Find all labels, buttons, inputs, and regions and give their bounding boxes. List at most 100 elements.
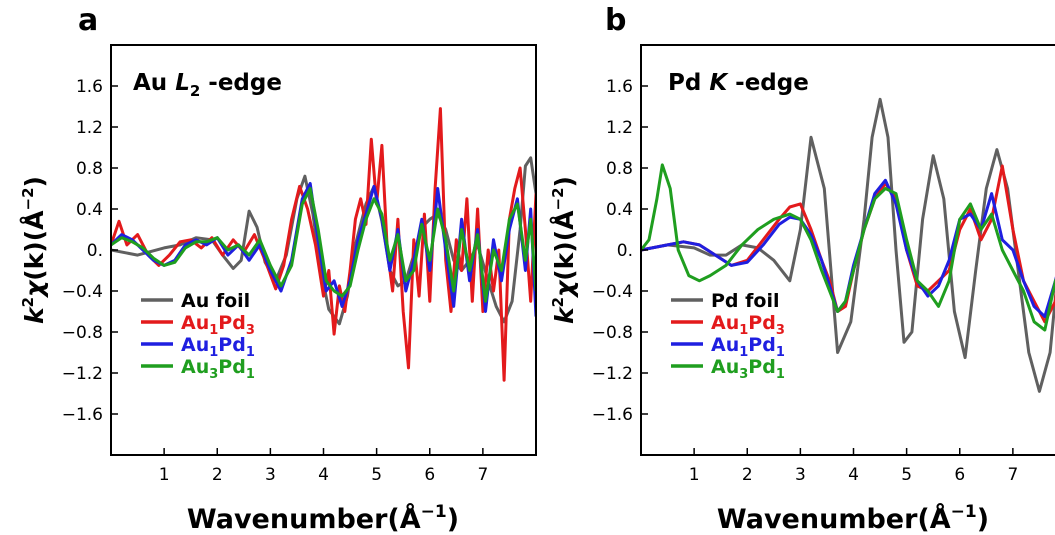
y-axis-label-chi: χ [550, 279, 579, 299]
legend-label: Au3Pd1 [711, 356, 785, 382]
legend-label: Au3Pd1 [181, 356, 255, 382]
x-axis-label-superscript: −1 [951, 502, 977, 522]
x-tick-label: 3 [265, 465, 276, 485]
x-tick-label: 2 [742, 465, 753, 485]
y-tick-label: −0.8 [62, 323, 103, 343]
y-tick-label: 0. [87, 241, 103, 261]
panel-b: 1 2 3 4 5 6 7 1.6 1.2 0.8 0.4 0. −0.4 −0.8 −1.2 −1.6 b Pd… [549, 3, 1055, 535]
y-tick-label: 0. [617, 241, 633, 261]
legend-label-subscript: 1 [739, 345, 748, 360]
edge-title: Au L2 -edge [133, 70, 282, 100]
legend-label-subscript: 1 [739, 323, 748, 338]
legend-label-element: Au [181, 356, 209, 378]
edge-title-subscript: 2 [190, 82, 200, 100]
x-tick-label: 6 [424, 465, 435, 485]
x-axis-label-main: Wavenumber(Å [717, 503, 951, 535]
legend-label-element: Au [711, 356, 739, 378]
series-group [111, 107, 536, 382]
y-tick-label: 0.8 [606, 159, 633, 179]
series-line-au3pd1 [641, 163, 1055, 332]
legend-label-subscript: 3 [209, 367, 218, 382]
edge-title-element: Au [133, 70, 175, 96]
y-axis-label-sup2: −2 [549, 187, 567, 210]
x-axis-label-main: Wavenumber(Å [187, 503, 421, 535]
x-axis-label-superscript: −1 [421, 502, 447, 522]
legend-label-subscript: 1 [209, 323, 218, 338]
x-axis-label-close: ) [447, 504, 459, 535]
x-axis-label-close: ) [977, 504, 989, 535]
y-tick-label: −1.6 [592, 405, 633, 425]
legend-label: Au1Pd3 [711, 312, 785, 338]
legend-label-subscript: 3 [246, 323, 255, 338]
panel-a: 1 2 3 4 5 6 7 1.6 1.2 0.8 0.4 0. −0.4 −0.8 −1.2 −1.6 a Au… [19, 3, 537, 535]
legend-label-subscript: 1 [246, 367, 255, 382]
y-tick-label: 1.6 [76, 77, 103, 97]
x-tick-label: 2 [212, 465, 223, 485]
y-tick-label: 1.2 [76, 118, 103, 138]
y-axis-label-sup: 2 [549, 297, 567, 307]
y-axis-label-close: ) [20, 176, 49, 187]
y-tick-label: −1.2 [62, 364, 103, 384]
x-tick-label: 4 [848, 465, 859, 485]
y-tick-label: 1.2 [606, 118, 633, 138]
edge-title-symbol: K [709, 70, 729, 96]
legend-label-text: Au foil [181, 290, 250, 312]
y-tick-label: 0.4 [606, 200, 633, 220]
y-axis-label-chi: χ [20, 279, 49, 299]
series-line-au3pd1 [111, 187, 536, 303]
legend-label-subscript: 3 [739, 367, 748, 382]
y-axis-label: k2χ(k)(Å−2) [549, 176, 579, 324]
y-axis-label-close: ) [550, 176, 579, 187]
y-axis-label-k: k [550, 306, 579, 324]
x-tick-label: 3 [795, 465, 806, 485]
y-tick-label: −1.6 [62, 405, 103, 425]
plot-frame [640, 44, 1055, 456]
y-tick-label: 0.4 [76, 200, 103, 220]
legend-label-subscript: 1 [776, 345, 785, 360]
legend-label-element: Au [711, 312, 739, 334]
legend-label-element: Au [181, 334, 209, 356]
panel-letter: a [78, 3, 98, 38]
legend-label-element: Au [711, 334, 739, 356]
x-tick-label: 4 [318, 465, 329, 485]
x-tick-label: 7 [1007, 465, 1018, 485]
series-line-au1pd1 [641, 178, 1055, 319]
legend-label-element: Pd [218, 312, 246, 334]
y-axis-label-units: (k)(Å [550, 210, 579, 281]
series-line-pd-foil [641, 97, 1055, 393]
legend-label: Au1Pd1 [711, 334, 785, 360]
edge-title-symbol: L [175, 70, 190, 96]
y-axis-label-units: (k)(Å [20, 210, 49, 281]
y-tick-label: 1.6 [606, 77, 633, 97]
y-tick-label: 0.8 [76, 159, 103, 179]
legend-label-element: Au [181, 312, 209, 334]
x-tick-label: 5 [371, 465, 382, 485]
y-tick-label: −1.2 [592, 364, 633, 384]
legend-label: Au foil [181, 290, 250, 312]
legend-label-element: Pd [218, 334, 246, 356]
y-tick-label: −0.4 [62, 282, 103, 302]
x-tick-label: 1 [689, 465, 700, 485]
legend-label-text: Pd foil [711, 290, 780, 312]
series-group [641, 97, 1055, 393]
x-axis-label: Wavenumber(Å−1) [187, 502, 459, 535]
y-tick-label: −0.4 [592, 282, 633, 302]
edge-title-element: Pd [668, 70, 709, 96]
legend-label-subscript: 3 [776, 323, 785, 338]
x-tick-label: 1 [159, 465, 170, 485]
x-axis-label: Wavenumber(Å−1) [717, 502, 989, 535]
legend-label-element: Pd [748, 312, 776, 334]
x-tick-label: 7 [477, 465, 488, 485]
legend-label-element: Pd [748, 334, 776, 356]
edge-title-suffix: -edge [200, 70, 282, 96]
legend-label: Pd foil [711, 290, 780, 312]
y-axis-label-sup: 2 [19, 297, 37, 307]
y-axis-label: k2χ(k)(Å−2) [19, 176, 49, 324]
legend-label-element: Pd [218, 356, 246, 378]
legend-label: Au1Pd1 [181, 334, 255, 360]
x-tick-label: 5 [901, 465, 912, 485]
legend-label-subscript: 1 [209, 345, 218, 360]
